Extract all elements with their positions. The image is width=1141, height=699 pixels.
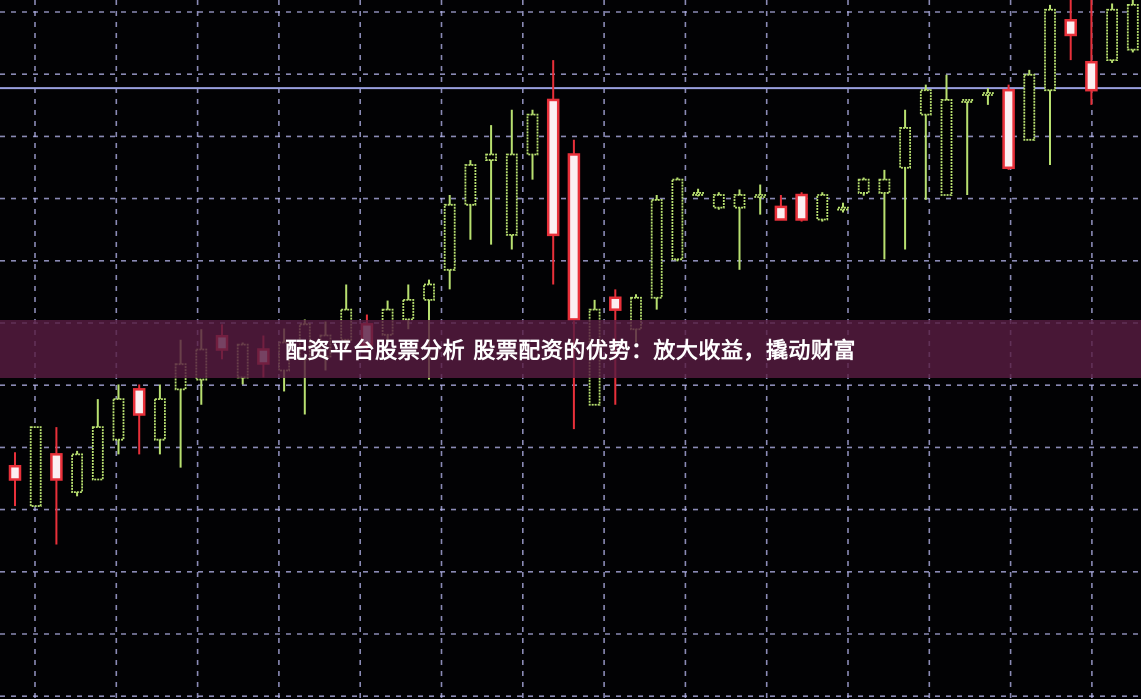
candle-body-down [733,194,746,209]
candle-body-down [650,199,663,299]
candle-body-up [1085,60,1098,92]
candle-body-down [1106,8,1118,62]
candle-body-down [940,99,953,196]
candle-body-down [712,194,725,209]
candle-body-down [692,192,704,196]
candle-body-down [153,398,166,441]
candle-body-down [878,178,891,194]
candle-body-up [1002,88,1015,170]
candle-body-up [546,98,560,237]
banner-title: 配资平台股票分析 股票配资的优势：放大收益，撬动财富 [285,339,856,364]
candle-body-down [1126,3,1139,51]
candle-body-down [1023,73,1036,141]
candle-body-down [112,398,125,441]
candle-body-down [402,298,415,321]
candle-body-up [795,193,808,221]
candle-body-down [982,92,994,96]
candle-body-down [423,283,435,301]
candle-body-down [961,99,974,103]
candle-body-down [754,194,767,198]
candle-body-down [464,164,477,206]
candle-body-up [132,388,146,416]
candle-body-down [29,426,42,507]
candle-body-down [91,426,104,481]
candle-body-up [609,296,622,311]
candle-body-down [899,127,911,169]
candle-body-up [8,464,22,481]
candle-body-down [71,453,83,493]
candle-body-down [443,203,456,271]
candle-body-down [526,113,539,156]
candle-body-down [485,153,498,161]
candle-body-down [1044,8,1056,92]
candle-body-down [837,206,849,211]
candle-body-up [774,205,788,221]
candle-body-up [50,453,63,481]
candle-body-down [671,178,684,261]
candle-body-down [505,153,518,236]
candle-body-up [567,153,581,321]
candle-body-down [816,194,829,221]
title-banner: 配资平台股票分析 股票配资的优势：放大收益，撬动财富 [0,320,1141,378]
candle-body-down [919,89,932,116]
candle-body-down [857,178,870,194]
candle-body-up [1064,19,1077,37]
